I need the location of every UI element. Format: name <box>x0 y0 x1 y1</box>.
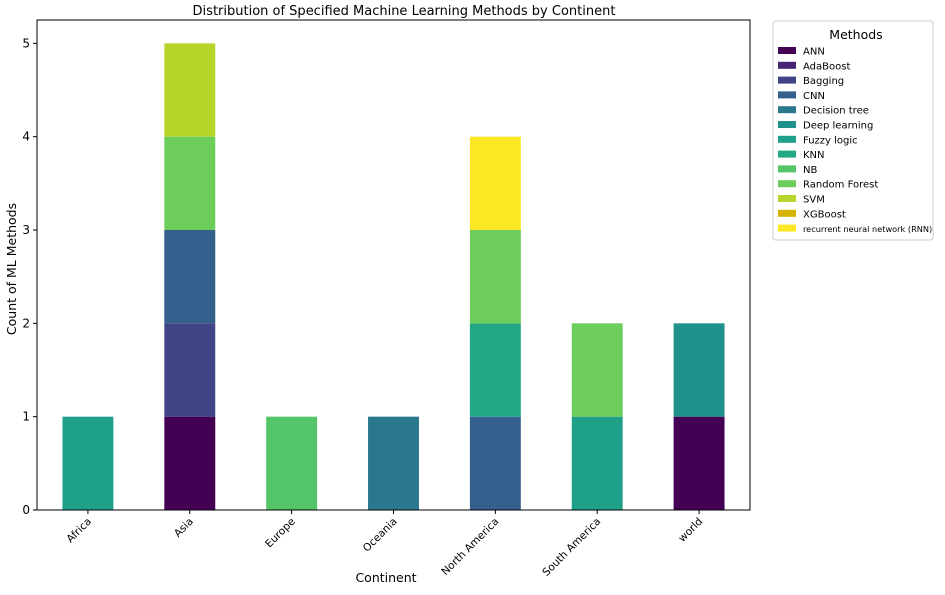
bar-segment <box>469 416 521 510</box>
legend-label: Bagging <box>803 76 844 87</box>
y-tick-label: 5 <box>22 36 30 50</box>
legend-label: recurrent neural network (RNN) <box>803 224 932 234</box>
legend-label: KNN <box>803 150 825 161</box>
bar-segment <box>368 416 419 510</box>
legend-swatch <box>778 195 796 202</box>
legend: Methods ANN AdaBoost Bagging CNN Decision tr… <box>772 20 934 241</box>
legend-title: Methods <box>829 27 882 42</box>
y-tick-label: 1 <box>22 410 30 424</box>
bar-segment <box>571 416 623 510</box>
legend-label: Fuzzy logic <box>803 135 858 146</box>
legend-swatch <box>778 61 796 69</box>
legend-label: ANN <box>803 47 825 58</box>
x-tick-label: North America <box>439 516 501 578</box>
legend-label: Deep learning <box>803 121 873 132</box>
bar-segment <box>164 230 216 324</box>
legend-label: NB <box>803 165 817 176</box>
legend-swatch <box>778 121 796 128</box>
legend-swatch <box>778 165 796 173</box>
legend-swatch <box>778 209 796 217</box>
bar-segment <box>673 416 725 510</box>
bars <box>62 43 725 510</box>
x-tick-label: Africa <box>64 516 94 546</box>
legend-swatch <box>778 106 796 114</box>
x-tick-label: world <box>676 516 705 545</box>
legend-swatch <box>778 224 796 232</box>
legend-swatch <box>778 91 796 99</box>
chart-title: Distribution of Specified Machine Learni… <box>193 4 616 19</box>
legend-swatch <box>778 150 796 158</box>
y-tick-label: 3 <box>22 223 30 237</box>
legend-frame <box>772 20 934 241</box>
x-axis-label: Continent <box>355 570 416 585</box>
legend-swatch <box>778 47 796 54</box>
bar-segment <box>164 416 216 510</box>
legend-label: AdaBoost <box>803 61 850 72</box>
legend-label: Decision tree <box>803 106 869 117</box>
legend-swatch <box>778 135 796 143</box>
bar-segment <box>673 323 725 417</box>
bar-segment <box>62 416 114 510</box>
bar-segment <box>469 323 521 417</box>
y-axis-label: Count of ML Methods <box>4 203 19 335</box>
legend-swatch <box>778 180 796 188</box>
bar-segment <box>469 230 521 324</box>
bar-segment <box>571 323 623 417</box>
legend-swatch <box>778 76 796 84</box>
y-tick-label: 0 <box>22 503 30 517</box>
bar-segment <box>164 43 216 137</box>
legend-label: XGBoost <box>803 209 846 220</box>
bar-segment <box>266 416 318 510</box>
bar-segment <box>469 136 521 230</box>
x-tick-label: South America <box>540 516 603 579</box>
x-tick-label: Oceania <box>361 516 400 555</box>
y-tick-label: 4 <box>22 130 30 144</box>
legend-label: CNN <box>803 91 825 102</box>
x-tick-label: Europe <box>263 516 298 551</box>
y-tick-label: 2 <box>22 316 30 330</box>
legend-label: Random Forest <box>803 180 878 191</box>
bar-segment <box>164 136 216 230</box>
legend-label: SVM <box>803 195 825 206</box>
x-tick-label: Asia <box>172 516 196 540</box>
bar-segment <box>164 323 216 417</box>
